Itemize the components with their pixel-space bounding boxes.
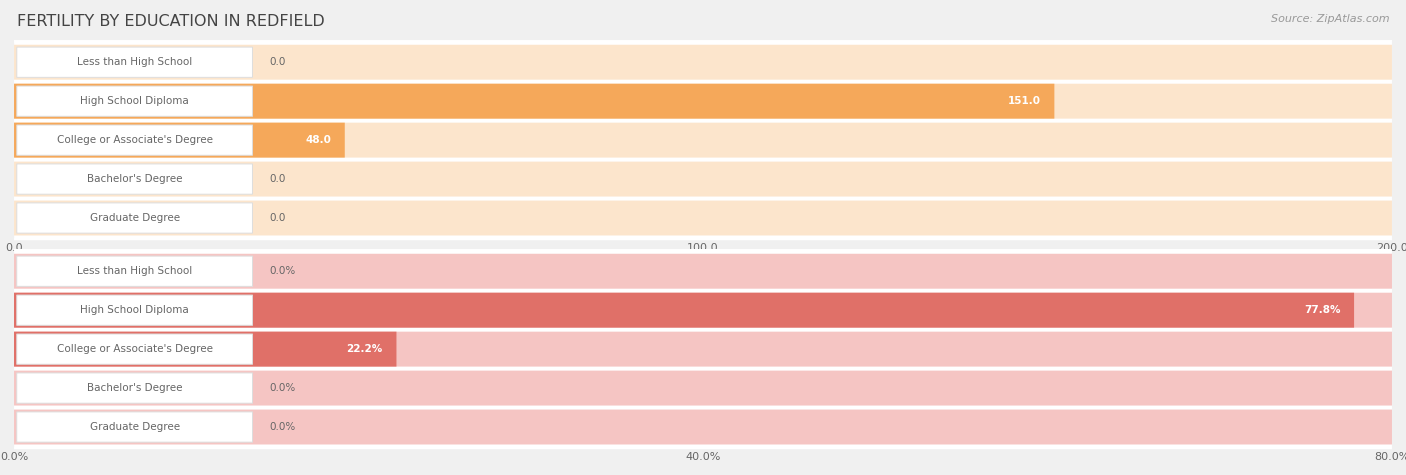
FancyBboxPatch shape bbox=[17, 373, 253, 403]
FancyBboxPatch shape bbox=[14, 249, 1392, 294]
Text: Less than High School: Less than High School bbox=[77, 57, 193, 67]
FancyBboxPatch shape bbox=[17, 334, 253, 364]
Text: 151.0: 151.0 bbox=[1008, 96, 1040, 106]
FancyBboxPatch shape bbox=[17, 256, 253, 286]
FancyBboxPatch shape bbox=[14, 84, 1054, 119]
FancyBboxPatch shape bbox=[14, 118, 1392, 162]
Text: College or Associate's Degree: College or Associate's Degree bbox=[56, 344, 212, 354]
Text: High School Diploma: High School Diploma bbox=[80, 96, 188, 106]
FancyBboxPatch shape bbox=[17, 295, 253, 325]
FancyBboxPatch shape bbox=[14, 162, 1392, 197]
FancyBboxPatch shape bbox=[17, 164, 253, 194]
FancyBboxPatch shape bbox=[14, 409, 1392, 445]
FancyBboxPatch shape bbox=[14, 327, 1392, 371]
Text: 22.2%: 22.2% bbox=[346, 344, 382, 354]
Text: 77.8%: 77.8% bbox=[1303, 305, 1340, 315]
FancyBboxPatch shape bbox=[14, 293, 1392, 328]
Text: Less than High School: Less than High School bbox=[77, 266, 193, 276]
FancyBboxPatch shape bbox=[14, 157, 1392, 201]
FancyBboxPatch shape bbox=[14, 332, 396, 367]
FancyBboxPatch shape bbox=[17, 203, 253, 233]
FancyBboxPatch shape bbox=[17, 47, 253, 77]
Text: Bachelor's Degree: Bachelor's Degree bbox=[87, 174, 183, 184]
Text: 48.0: 48.0 bbox=[305, 135, 330, 145]
Text: Source: ZipAtlas.com: Source: ZipAtlas.com bbox=[1271, 14, 1389, 24]
FancyBboxPatch shape bbox=[14, 200, 1392, 236]
FancyBboxPatch shape bbox=[14, 332, 1392, 367]
FancyBboxPatch shape bbox=[14, 84, 1392, 119]
FancyBboxPatch shape bbox=[14, 405, 1392, 449]
FancyBboxPatch shape bbox=[14, 123, 344, 158]
Text: 0.0%: 0.0% bbox=[269, 422, 295, 432]
Text: 0.0: 0.0 bbox=[269, 57, 285, 67]
Text: 0.0%: 0.0% bbox=[269, 266, 295, 276]
Text: High School Diploma: High School Diploma bbox=[80, 305, 188, 315]
FancyBboxPatch shape bbox=[14, 288, 1392, 332]
Text: FERTILITY BY EDUCATION IN REDFIELD: FERTILITY BY EDUCATION IN REDFIELD bbox=[17, 14, 325, 29]
Text: 0.0: 0.0 bbox=[269, 213, 285, 223]
FancyBboxPatch shape bbox=[14, 196, 1392, 240]
Text: 0.0%: 0.0% bbox=[269, 383, 295, 393]
FancyBboxPatch shape bbox=[14, 370, 1392, 406]
FancyBboxPatch shape bbox=[14, 123, 1392, 158]
FancyBboxPatch shape bbox=[14, 293, 1354, 328]
FancyBboxPatch shape bbox=[14, 45, 1392, 80]
Text: College or Associate's Degree: College or Associate's Degree bbox=[56, 135, 212, 145]
FancyBboxPatch shape bbox=[14, 366, 1392, 410]
Text: Graduate Degree: Graduate Degree bbox=[90, 422, 180, 432]
FancyBboxPatch shape bbox=[17, 125, 253, 155]
FancyBboxPatch shape bbox=[17, 412, 253, 442]
Text: 0.0: 0.0 bbox=[269, 174, 285, 184]
Text: Bachelor's Degree: Bachelor's Degree bbox=[87, 383, 183, 393]
FancyBboxPatch shape bbox=[14, 40, 1392, 85]
FancyBboxPatch shape bbox=[17, 86, 253, 116]
FancyBboxPatch shape bbox=[14, 254, 1392, 289]
Text: Graduate Degree: Graduate Degree bbox=[90, 213, 180, 223]
FancyBboxPatch shape bbox=[14, 79, 1392, 124]
